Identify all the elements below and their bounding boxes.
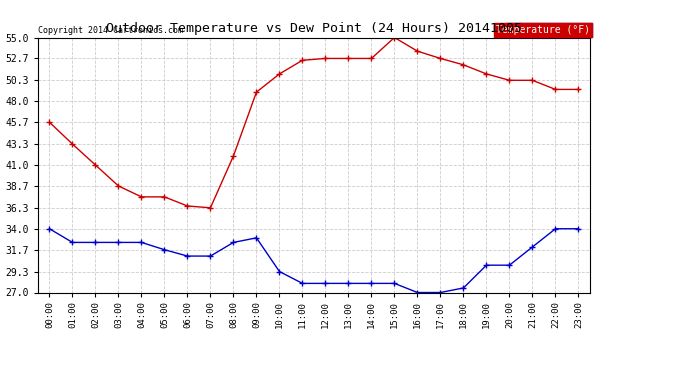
Text: Dew Point (°F): Dew Point (°F) — [508, 25, 590, 35]
Text: Copyright 2014 Cartronics.com: Copyright 2014 Cartronics.com — [38, 26, 183, 35]
Text: Temperature (°F): Temperature (°F) — [496, 25, 590, 35]
Title: Outdoor Temperature vs Dew Point (24 Hours) 20141005: Outdoor Temperature vs Dew Point (24 Hou… — [106, 22, 522, 35]
